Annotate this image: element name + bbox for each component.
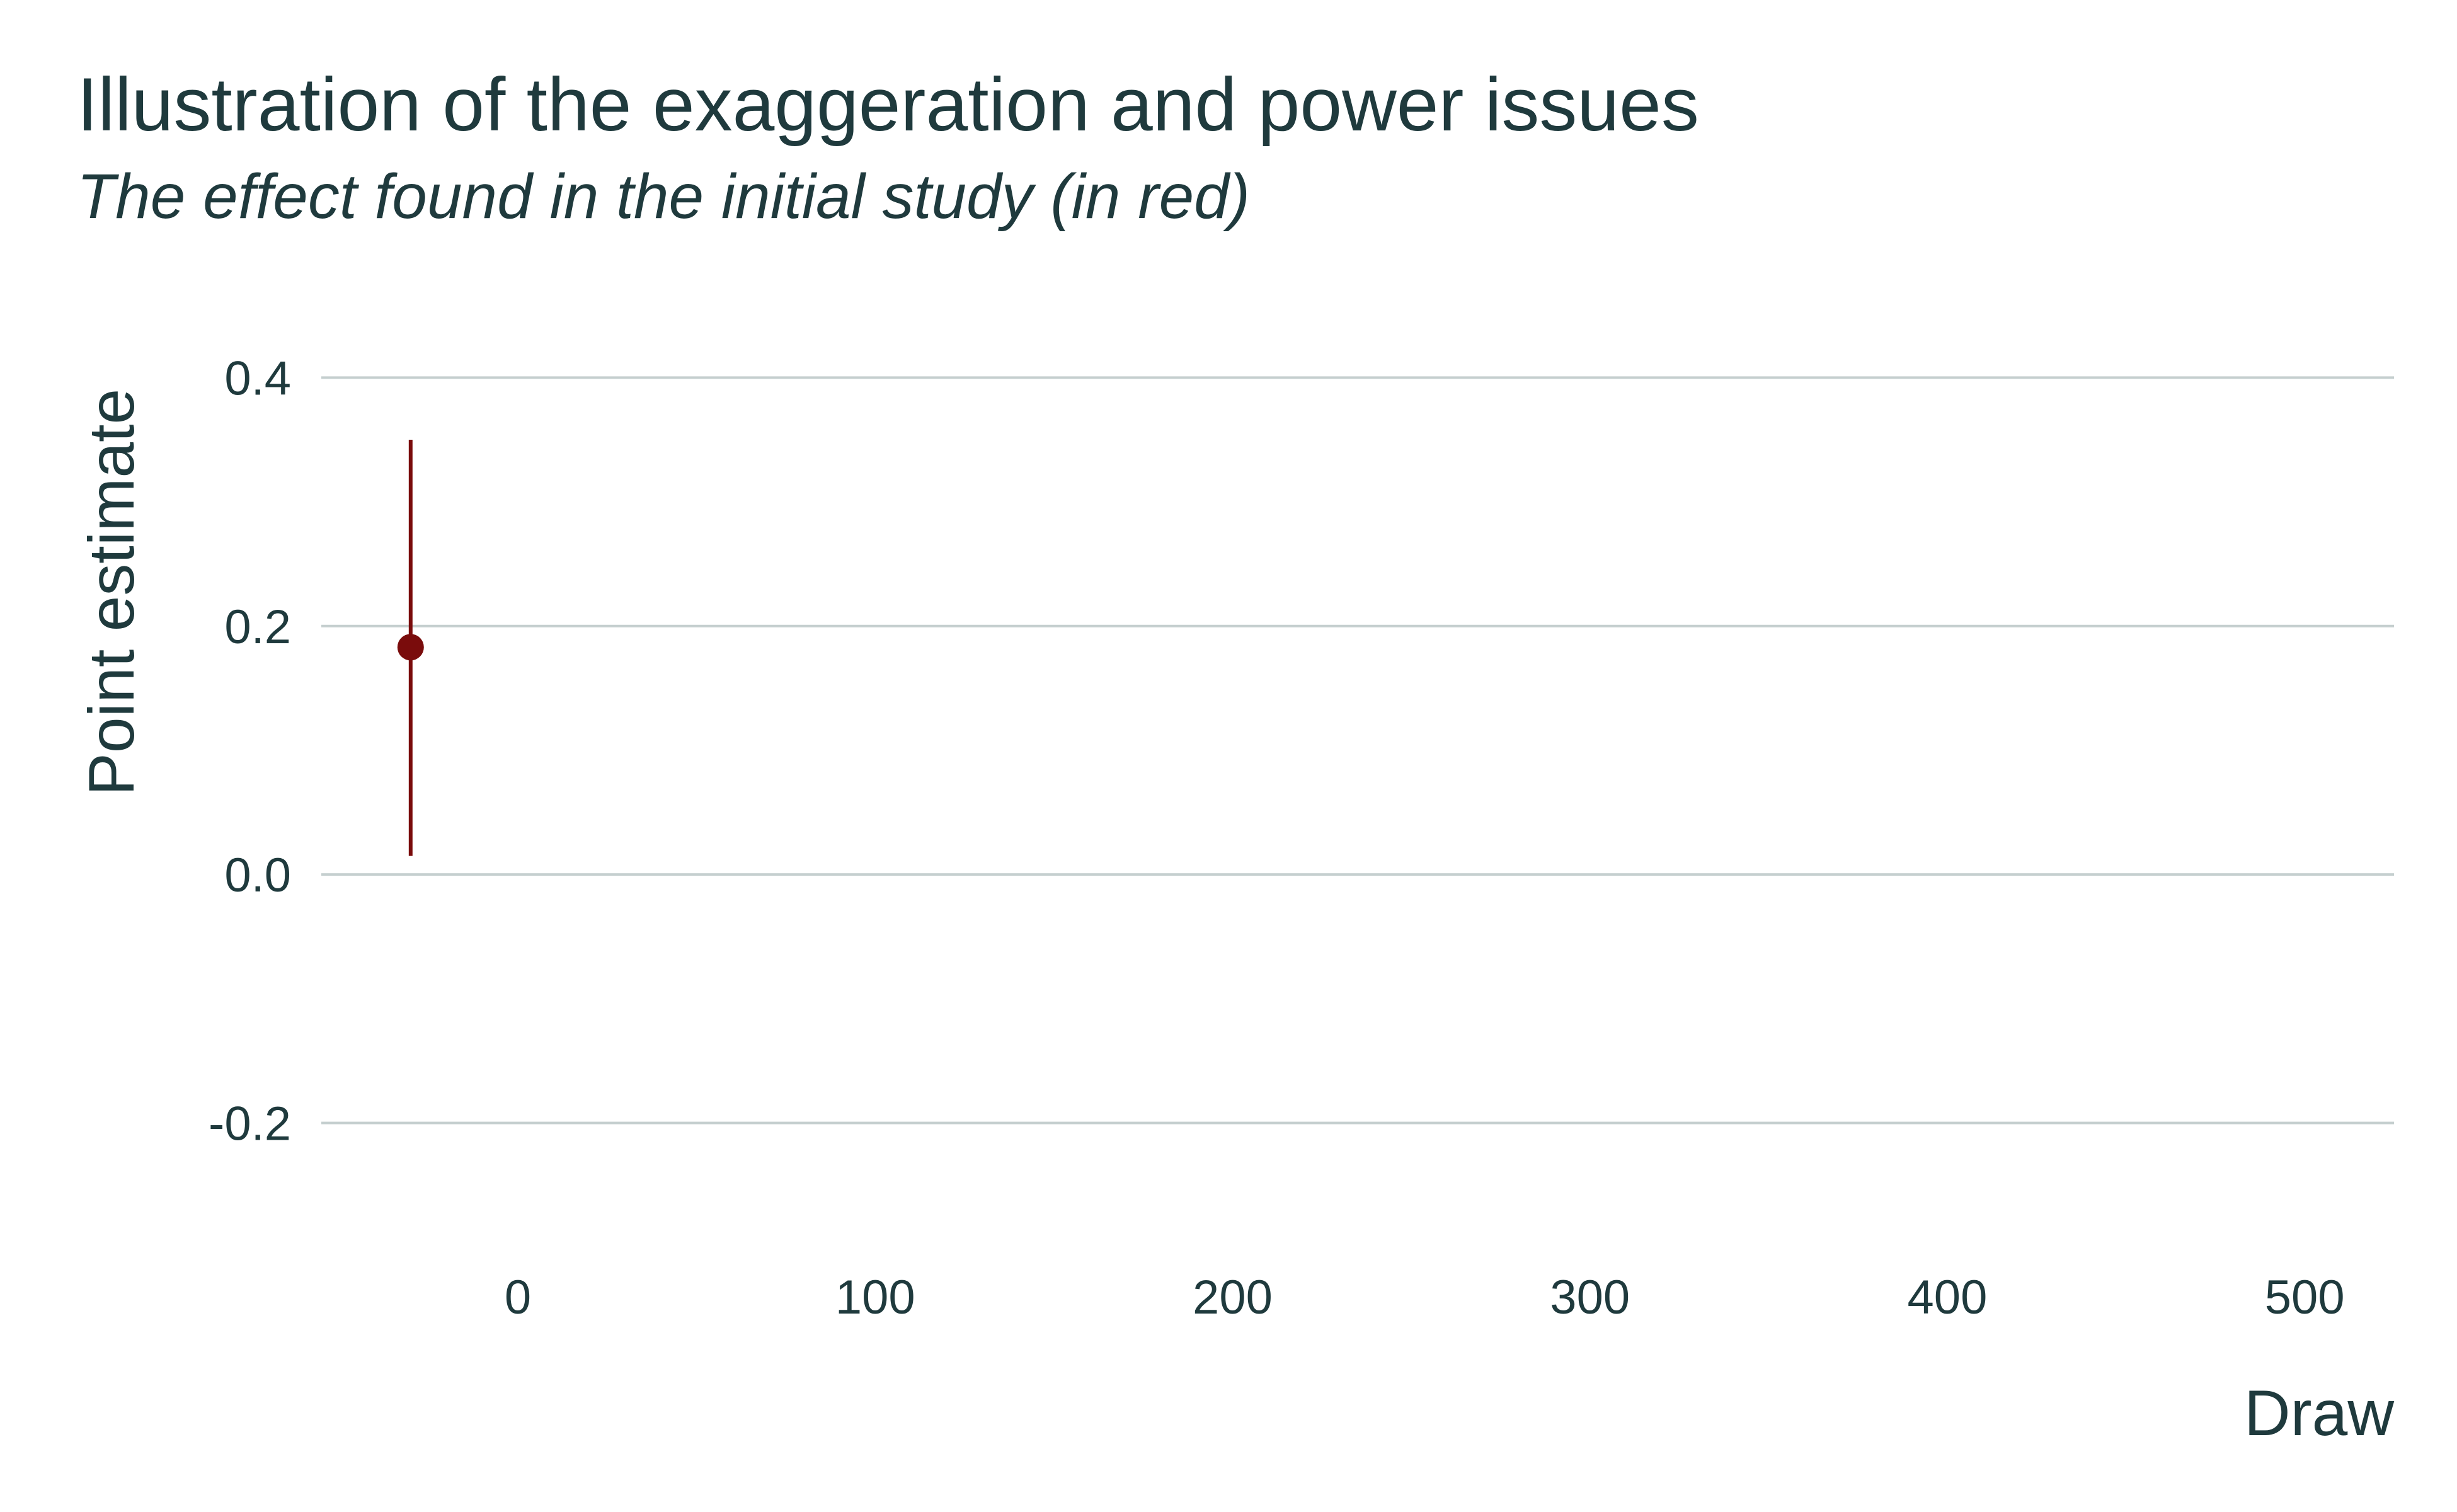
y-tick-label: 0.2 xyxy=(224,600,291,654)
data-points xyxy=(397,440,424,856)
y-tick-label: 0.4 xyxy=(224,352,291,405)
x-axis-label: Draw xyxy=(2244,1377,2394,1449)
x-tick-label: 400 xyxy=(1908,1271,1988,1324)
x-tick-label: 500 xyxy=(2265,1271,2345,1324)
x-tick-label: 0 xyxy=(505,1271,531,1324)
grid-lines xyxy=(321,376,2394,1125)
x-tick-labels: 0 100 200 300 400 500 xyxy=(505,1271,2345,1324)
chart-title: Illustration of the exaggeration and pow… xyxy=(77,62,1699,147)
chart-subtitle: The effect found in the initial study (i… xyxy=(77,161,1251,232)
y-tick-label: -0.2 xyxy=(209,1097,291,1151)
x-tick-label: 200 xyxy=(1193,1271,1273,1324)
data-point xyxy=(397,634,424,661)
y-tick-label: 0.0 xyxy=(224,849,291,902)
y-axis-label: Point estimate xyxy=(76,389,147,796)
x-tick-label: 300 xyxy=(1550,1271,1630,1324)
x-tick-label: 100 xyxy=(835,1271,915,1324)
y-tick-labels: -0.2 0.0 0.2 0.4 xyxy=(209,352,291,1150)
